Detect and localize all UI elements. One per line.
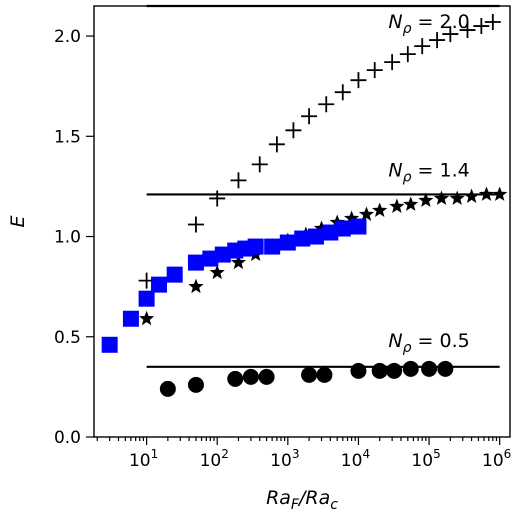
y-tick-label-3: 1.5: [54, 127, 81, 147]
data-point-circle-12: [437, 360, 454, 377]
data-point-plus-8: [318, 96, 335, 113]
data-point-plus-1: [187, 216, 204, 233]
data-point-star-20: [492, 186, 508, 201]
reference-line-label-2: Nρ = 0.5: [388, 330, 469, 356]
series-circle: [159, 360, 454, 397]
data-point-star-3: [230, 254, 247, 270]
data-point-star-11: [358, 206, 375, 221]
data-point-plus-6: [285, 122, 302, 139]
x-tick-label-5: 106: [482, 447, 511, 471]
data-point-circle-7: [350, 362, 367, 379]
data-point-star-2: [209, 264, 225, 280]
y-tick-label-0: 0.0: [54, 428, 81, 448]
reference-line-label-0: Nρ = 2.0: [388, 11, 469, 37]
data-point-square-11: [264, 238, 281, 255]
reference-line-labels: Nρ = 2.0 Nρ = 1.4 Nρ = 0.5: [388, 11, 469, 356]
data-point-circle-2: [227, 370, 244, 387]
data-point-plus-5: [268, 136, 285, 153]
data-point-plus-9: [334, 84, 351, 101]
data-point-plus-13: [399, 46, 416, 63]
data-point-square-15: [322, 224, 339, 241]
data-point-square-16: [334, 220, 351, 237]
data-point-circle-9: [386, 362, 403, 379]
data-series: [101, 14, 508, 397]
data-point-plus-2: [209, 190, 226, 207]
data-point-star-16: [433, 190, 450, 205]
data-point-square-0: [101, 336, 118, 353]
data-point-plus-7: [301, 108, 318, 125]
data-point-star-8: [313, 220, 330, 235]
data-point-star-17: [449, 190, 465, 205]
data-point-plus-17: [459, 22, 476, 39]
x-axis-label: RaF/Rac: [266, 487, 338, 513]
data-point-star-10: [343, 210, 360, 225]
x-tick-label-0: 101: [129, 447, 158, 471]
data-point-plus-12: [384, 54, 401, 71]
data-point-plus-3: [230, 172, 247, 189]
data-point-star-1: [188, 278, 204, 294]
x-tick-label-1: 102: [200, 447, 229, 471]
x-tick-label-3: 104: [341, 447, 370, 471]
data-point-square-14: [307, 228, 324, 245]
data-point-square-13: [294, 230, 311, 247]
x-tick-label-2: 103: [270, 447, 299, 471]
data-point-star-14: [403, 196, 419, 211]
data-point-square-2: [138, 290, 155, 307]
data-point-circle-6: [316, 366, 333, 383]
data-point-star-12: [372, 202, 388, 217]
y-axis-label: E: [7, 215, 29, 227]
x-axis-ticks: 101 102 103 104 105 106: [96, 437, 511, 471]
data-point-circle-3: [242, 368, 259, 385]
data-point-circle-8: [371, 362, 388, 379]
y-tick-label-1: 0.5: [54, 328, 81, 348]
data-point-square-6: [202, 250, 219, 267]
data-point-circle-10: [402, 360, 419, 377]
data-point-circle-0: [159, 380, 176, 397]
data-point-square-1: [122, 310, 139, 327]
data-point-plus-14: [414, 38, 431, 55]
data-point-plus-15: [429, 32, 446, 49]
data-point-circle-5: [301, 366, 318, 383]
data-point-circle-1: [187, 376, 204, 393]
reference-line-label-1: Nρ = 1.4: [388, 159, 469, 185]
data-point-square-17: [350, 218, 367, 235]
x-tick-label-4: 105: [411, 447, 440, 471]
data-point-star-19: [478, 186, 495, 201]
data-point-square-5: [187, 254, 204, 271]
reference-lines: [146, 4, 500, 368]
y-axis-ticks: 0.0 0.5 1.0 1.5 2.0: [54, 27, 94, 448]
data-point-star-13: [389, 198, 405, 213]
y-tick-label-2: 1.0: [54, 228, 81, 248]
data-point-plus-4: [251, 156, 268, 173]
data-point-plus-16: [442, 26, 459, 43]
data-point-circle-4: [258, 368, 275, 385]
plot-frame: [93, 5, 511, 438]
data-point-square-7: [214, 246, 231, 263]
data-point-plus-18: [473, 18, 490, 35]
data-point-plus-11: [366, 62, 383, 79]
series-plus: [138, 14, 501, 289]
data-point-plus-19: [484, 14, 501, 31]
data-point-plus-10: [350, 72, 367, 89]
data-point-square-3: [151, 276, 168, 293]
axis-labels: RaF/Rac E: [7, 215, 338, 513]
data-point-star-15: [418, 192, 434, 207]
data-point-square-12: [279, 234, 296, 251]
series-square: [101, 218, 367, 353]
data-point-circle-11: [421, 360, 438, 377]
data-point-square-4: [166, 266, 183, 283]
y-tick-label-4: 2.0: [54, 27, 81, 47]
data-point-star-0: [138, 310, 155, 326]
data-point-star-18: [463, 188, 480, 203]
data-point-square-10: [247, 238, 264, 255]
